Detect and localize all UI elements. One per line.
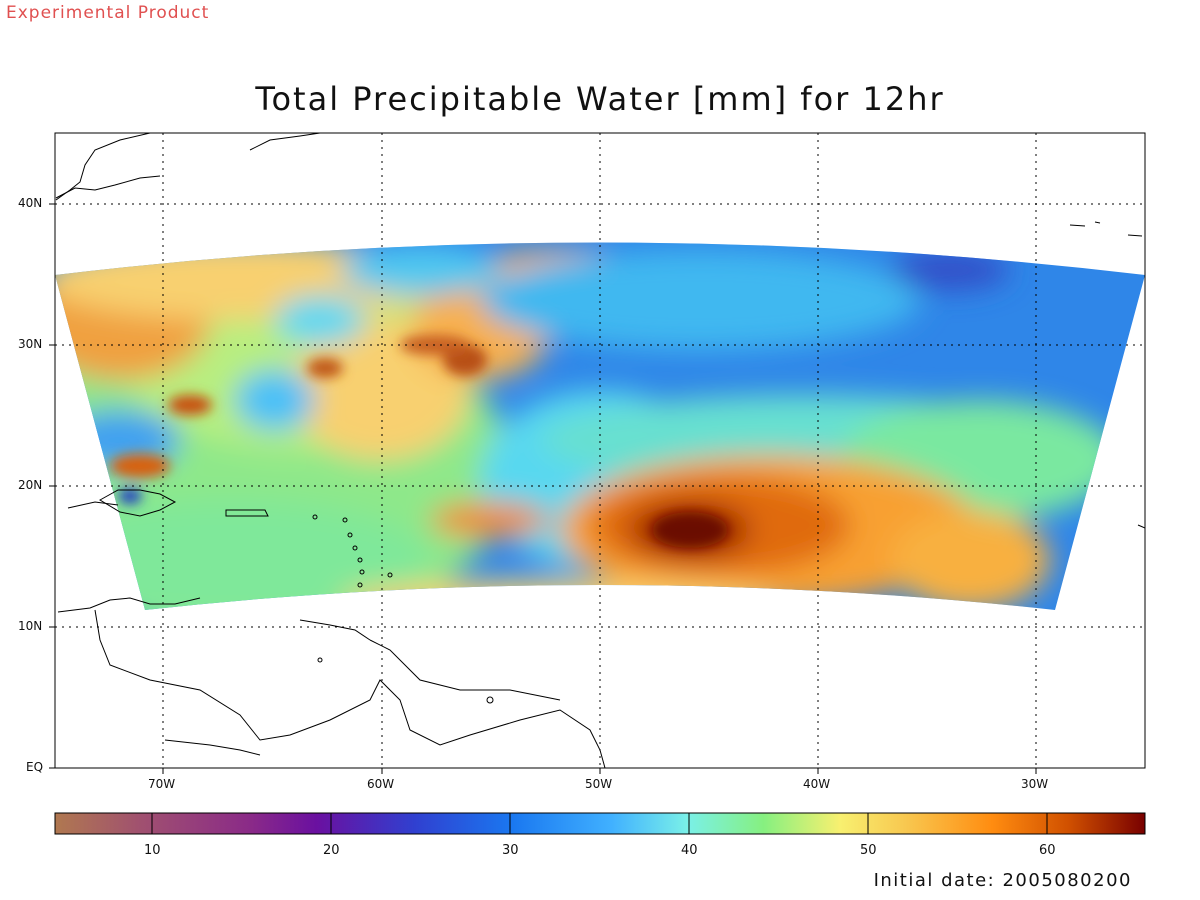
graticule	[55, 133, 1145, 768]
lat-label-10n: 10N	[18, 619, 43, 633]
experimental-product-label: Experimental Product	[6, 3, 210, 23]
lat-label-eq: EQ	[26, 760, 44, 774]
map-title: Total Precipitable Water [mm] for 12hr	[255, 80, 945, 118]
coastlines	[55, 133, 1145, 768]
lat-label-30n: 30N	[18, 337, 43, 351]
colorbar-label-60: 60	[1039, 843, 1056, 858]
colorbar-label-40: 40	[681, 843, 698, 858]
lat-label-40n: 40N	[18, 196, 43, 210]
lon-label-70w: 70W	[148, 777, 176, 791]
colorbar-label-20: 20	[323, 843, 340, 858]
colorbar	[54, 812, 1146, 835]
colorbar-label-10: 10	[144, 843, 161, 858]
colorbar-label-50: 50	[860, 843, 877, 858]
tpw-swath	[55, 242, 1145, 610]
colorbar-label-30: 30	[502, 843, 519, 858]
islands	[312, 514, 494, 704]
lon-label-50w: 50W	[585, 777, 613, 791]
lon-label-40w: 40W	[803, 777, 831, 791]
initial-date: Initial date: 2005080200	[873, 870, 1132, 891]
lon-label-60w: 60W	[367, 777, 395, 791]
lon-label-30w: 30W	[1021, 777, 1049, 791]
lat-label-20n: 20N	[18, 478, 43, 492]
